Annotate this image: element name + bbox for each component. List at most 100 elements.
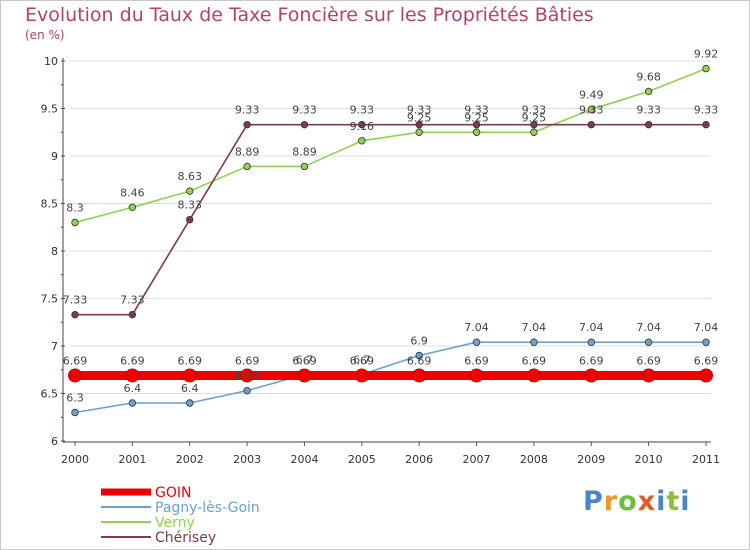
point-pagny-les-goin [71,408,79,417]
logo-letter: o [618,486,638,517]
data-label-goin: 6.69 [235,354,260,367]
data-label-goin: 6.69 [579,354,604,367]
chart-title: Evolution du Taux de Taxe Foncière sur l… [25,4,594,26]
data-label-verny: 8.89 [235,145,260,158]
data-label-cherisey: 8.33 [177,199,202,212]
x-tick-label: 2004 [290,453,318,466]
point-verny [644,87,653,96]
point-goin [354,368,369,383]
data-label-cherisey: 9.33 [292,104,317,117]
x-tick-label: 2008 [520,453,548,466]
y-tick-label: 7.5 [41,293,59,306]
point-verny [128,203,137,211]
data-label-cherisey: 9.33 [636,104,661,117]
data-label-goin: 6.69 [292,354,317,367]
point-goin [526,368,541,383]
series-line-verny [74,67,707,224]
data-label-pagny-les-goin: 6.7 [353,354,371,367]
data-label-cherisey: 7.33 [63,294,88,307]
x-tick-label: 2007 [463,453,491,466]
point-goin [469,368,484,383]
point-verny [702,64,710,73]
axes: 6 6.5 7 7.5 8 8.5 9 9.5 10 2000 2001 2002 2003 2004 20… [41,55,721,466]
data-label-goin: 6.69 [177,354,202,367]
point-pagny-les-goin [415,351,423,360]
data-label-cherisey: 9.33 [235,104,260,117]
data-label-pagny-les-goin: 6.4 [181,382,199,395]
point-pagny-les-goin [472,338,481,346]
y-tick-label: 7 [51,340,58,353]
point-cherisey [530,120,538,129]
data-label-pagny-les-goin: 7.04 [636,321,661,334]
data-label-goin: 6.69 [350,354,375,367]
point-verny [415,128,423,136]
legend-label-cherisey: Chérisey [155,530,216,546]
point-pagny-les-goin [128,399,137,407]
legend-label-verny: Verny [155,515,195,531]
data-label-verny: 9.25 [464,111,489,124]
x-tick-label: 2005 [348,453,376,466]
data-label-goin: 6.69 [636,354,661,367]
data-label-pagny-les-goin: 6.3 [66,392,84,405]
legend-label-goin: GOIN [155,485,191,501]
x-tick-label: 2009 [577,453,605,466]
data-label-verny: 9.68 [636,70,661,83]
data-label-verny: 9.92 [694,48,719,61]
data-label-verny: 9.16 [350,120,375,133]
data-label-pagny-les-goin: 7.04 [579,321,604,334]
data-label-pagny-les-goin: 7.04 [464,321,489,334]
data-label-pagny-les-goin: 7.04 [694,321,719,334]
data-label-cherisey: 7.33 [120,294,145,307]
y-tick-label: 10 [44,55,58,68]
y-tick-label: 6 [51,435,58,448]
gridlines [70,60,711,394]
data-label-goin: 6.69 [120,354,145,367]
point-goin [412,368,427,383]
data-label-pagny-les-goin: 6.53 [235,370,260,383]
x-tick-label: 2010 [635,453,663,466]
data-label-pagny-les-goin: 6.9 [410,335,428,348]
proxiti-logo: Proxiti [583,486,691,517]
y-tick-label: 8 [51,245,58,258]
point-verny [186,187,194,195]
point-goin [182,368,197,383]
data-label-goin: 6.69 [522,354,547,367]
data-label-goin: 6.69 [464,354,489,367]
data-label-cherisey: 9.33 [579,104,604,117]
data-label-verny: 8.46 [120,186,145,199]
data-label-verny: 8.63 [177,170,202,183]
point-goin [125,368,140,383]
data-label-verny: 9.25 [522,111,547,124]
point-verny [71,218,79,227]
point-goin [584,368,599,383]
point-pagny-les-goin [702,338,710,346]
data-label-verny: 8.3 [66,202,84,215]
point-verny [358,137,366,145]
data-label-cherisey: 9.33 [407,104,432,117]
logo-letter: i [680,486,691,517]
series-layer [68,64,713,417]
data-label-cherisey: 9.33 [464,104,489,117]
point-pagny-les-goin [530,338,538,346]
data-label-pagny-les-goin: 6.4 [124,382,142,395]
point-cherisey [415,120,423,129]
x-tick-label: 2000 [61,453,89,466]
data-labels: 8.3 8.46 8.63 8.89 8.89 9.16 9.25 9.25 9.25 9.49 9… [63,48,719,405]
point-verny [587,105,595,114]
point-pagny-les-goin [587,338,595,346]
point-cherisey [71,310,79,319]
point-cherisey [472,120,481,129]
series-line-pagny-les-goin [74,341,707,414]
point-pagny-les-goin [243,386,251,395]
point-cherisey [587,120,595,129]
point-cherisey [300,120,309,129]
y-tick-label: 9.5 [41,103,59,116]
y-tick-label: 9 [51,150,58,163]
data-label-goin: 6.69 [63,354,88,367]
data-label-verny: 9.25 [407,111,432,124]
data-label-cherisey: 9.33 [522,104,547,117]
x-tick-label: 2002 [176,453,204,466]
